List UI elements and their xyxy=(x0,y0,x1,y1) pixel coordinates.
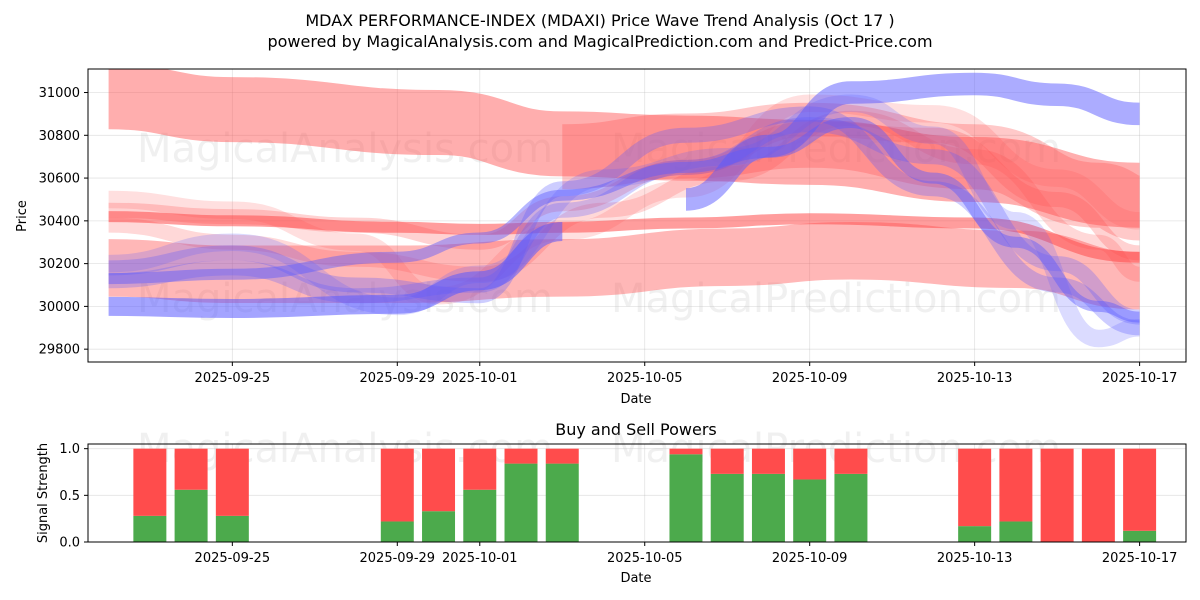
wave-band-wave-red-fan1 xyxy=(108,121,1141,261)
powers-title: Buy and Sell Powers xyxy=(555,420,717,439)
powers-x-tick-label: 2025-10-01 xyxy=(442,551,518,566)
price-x-tick-label: 2025-10-05 xyxy=(607,371,683,386)
powers-y-label: Signal Strength xyxy=(36,443,51,543)
wave-band-wave-red-fan2 xyxy=(108,110,1141,282)
sell-bar xyxy=(1123,448,1157,531)
buy-bar xyxy=(215,515,249,542)
price-y-tick-label: 30000 xyxy=(39,300,80,315)
sell-bar xyxy=(174,448,208,490)
price-y-tick-label: 30400 xyxy=(39,214,80,229)
powers-x-label: Date xyxy=(620,571,651,586)
price-x-tick-label: 2025-10-13 xyxy=(937,371,1013,386)
sell-bar xyxy=(463,448,497,490)
sell-bar xyxy=(958,448,992,527)
wave-band-wave-red-mid xyxy=(108,211,1140,263)
sell-bar xyxy=(545,448,579,464)
sell-bar xyxy=(422,448,456,512)
wave-band-wave-blue-main xyxy=(108,117,1140,323)
wave-band-wave-blue-d xyxy=(108,94,1141,348)
powers-y-tick-label: 0.5 xyxy=(59,489,80,504)
sell-bar xyxy=(710,448,744,474)
buy-bar xyxy=(504,463,538,542)
powers-x-tick-label: 2025-10-05 xyxy=(607,551,683,566)
sell-bar xyxy=(133,448,167,516)
wave-band-wave-blue-c xyxy=(108,117,1141,325)
sell-bar xyxy=(793,448,827,480)
chart-subtitle: powered by MagicalAnalysis.com and Magic… xyxy=(267,32,932,51)
price-x-ticks: 2025-09-25 2025-09-29 2025-10-01 2025-10-05… xyxy=(195,362,1178,386)
powers-x-tick-label: 2025-10-13 xyxy=(937,551,1013,566)
wave-band-wave-red-upper xyxy=(561,102,1143,241)
wave-band-wave-red-lower xyxy=(108,222,1141,310)
wave-band-wave-red-fan3 xyxy=(108,94,1141,305)
sell-bar xyxy=(1040,448,1074,542)
price-axes-frame xyxy=(87,68,1187,363)
sell-bar xyxy=(1081,448,1115,542)
watermark-left-top: MagicalAnalysis.com xyxy=(137,126,553,172)
powers-y-tick-label: 1.0 xyxy=(59,442,80,457)
powers-y-ticks: 0.0 0.5 1.0 xyxy=(59,442,88,551)
powers-x-tick-label: 2025-09-29 xyxy=(360,551,436,566)
buy-bar xyxy=(834,473,868,542)
price-y-tick-label: 30800 xyxy=(39,129,80,144)
wave-band-wave-red-top xyxy=(108,69,1141,228)
powers-x-tick-label: 2025-10-09 xyxy=(772,551,848,566)
powers-axes-frame xyxy=(87,443,1187,543)
buy-bar xyxy=(380,521,414,542)
sell-bar xyxy=(669,448,703,455)
sell-bar xyxy=(999,448,1033,522)
wave-band-wave-blue-top xyxy=(684,72,1140,211)
price-y-tick-label: 30600 xyxy=(39,172,80,187)
buy-bar xyxy=(463,489,497,542)
buy-bar xyxy=(669,454,703,542)
buy-bar xyxy=(751,473,785,542)
sell-bar xyxy=(504,448,538,464)
sell-bar xyxy=(751,448,785,474)
price-x-tick-label: 2025-09-25 xyxy=(195,371,271,386)
wave-band-wave-blue-low xyxy=(108,222,564,318)
buy-bar xyxy=(793,479,827,542)
price-x-label: Date xyxy=(620,392,651,407)
price-y-tick-label: 30200 xyxy=(39,257,80,272)
price-x-tick-label: 2025-10-09 xyxy=(772,371,848,386)
sell-bar xyxy=(834,448,868,474)
powers-x-tick-label: 2025-10-17 xyxy=(1102,551,1178,566)
chart-title: MDAX PERFORMANCE-INDEX (MDAXI) Price Wav… xyxy=(305,11,894,30)
wave-band-wave-blue-b xyxy=(108,106,1141,336)
watermark-right-top: MagicalPrediction.com xyxy=(611,126,1061,172)
buy-bar xyxy=(999,521,1033,542)
powers-bars xyxy=(133,448,1157,542)
watermark-right-mid: MagicalPrediction.com xyxy=(611,276,1061,322)
buy-bar xyxy=(710,473,744,542)
buy-bar xyxy=(958,526,992,542)
price-y-tick-label: 29800 xyxy=(39,343,80,358)
price-x-tick-label: 2025-10-01 xyxy=(442,371,518,386)
powers-y-tick-label: 0.0 xyxy=(59,536,80,551)
price-x-tick-label: 2025-10-17 xyxy=(1102,371,1178,386)
buy-bar xyxy=(174,489,208,542)
sell-bar xyxy=(215,448,249,516)
powers-x-tick-label: 2025-09-25 xyxy=(195,551,271,566)
buy-bar xyxy=(422,511,456,542)
price-wave-bands xyxy=(108,69,1143,348)
price-y-label: Price xyxy=(15,200,30,232)
buy-bar xyxy=(1123,530,1157,542)
buy-bar xyxy=(545,463,579,542)
price-y-ticks: 29800 30000 30200 30400 30600 30800 31000 xyxy=(39,86,88,358)
price-x-tick-label: 2025-09-29 xyxy=(360,371,436,386)
sell-bar xyxy=(380,448,414,522)
buy-bar xyxy=(133,515,167,542)
price-y-tick-label: 31000 xyxy=(39,86,80,101)
powers-x-ticks: 2025-09-25 2025-09-29 2025-10-01 2025-10-05… xyxy=(195,542,1178,566)
